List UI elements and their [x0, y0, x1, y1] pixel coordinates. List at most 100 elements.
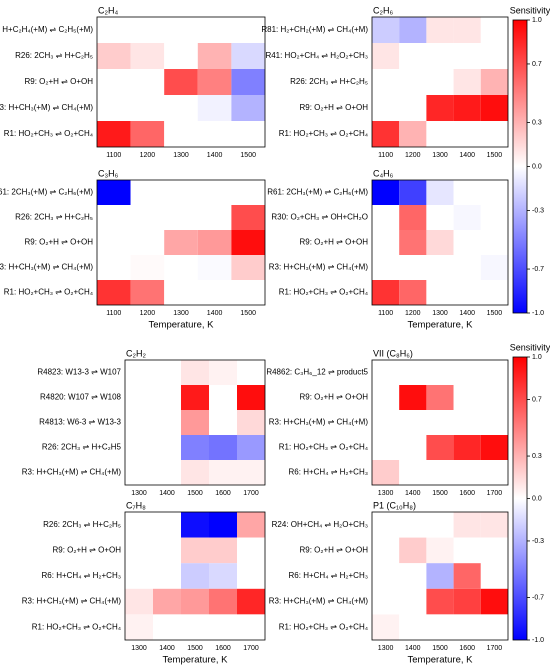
heat-cell [480, 69, 508, 95]
x-tick-label: 1600 [215, 645, 231, 652]
x-tick-label: 1400 [459, 310, 475, 317]
heat-cell [153, 588, 181, 615]
heat-cell [197, 43, 232, 69]
panel-frame [371, 511, 509, 641]
colorbar-tick-label: -0.7 [532, 594, 544, 601]
heat-cell [480, 121, 508, 147]
heat-cell [197, 95, 232, 121]
heat-cell [130, 43, 165, 69]
heat-cell [453, 563, 481, 589]
row-label: R61: 2CH₃(+M) ⇌ C₂H₆(+M) [0, 188, 93, 197]
heat-cell [237, 385, 265, 410]
heat-cell [426, 69, 454, 95]
row-label: R3: H+CH₃(+M) ⇌ CH₄(+M) [22, 597, 122, 606]
row-label: R1: HO₂+CH₃ ⇌ O₂+CH₄ [32, 622, 121, 631]
heat-cell [125, 385, 153, 410]
heat-cell [453, 385, 481, 410]
x-tick-label: 1100 [378, 152, 393, 159]
heat-cell [480, 512, 508, 538]
heat-cell [480, 537, 508, 564]
x-tick-label: 1600 [459, 645, 475, 652]
heat-cell [153, 410, 181, 435]
panel-title: C₄H₆ [373, 168, 394, 178]
heat-cell [453, 255, 481, 280]
panel-frame [96, 16, 266, 148]
heat-cell [164, 121, 198, 147]
colorbar-tick-label: 0.0 [532, 495, 542, 502]
row-label: R9: O₂+H ⇌ O+OH [300, 393, 369, 402]
heat-cell [97, 280, 131, 305]
heat-cell [453, 410, 481, 435]
heat-cell [453, 95, 481, 121]
x-tick-label: 1300 [432, 310, 448, 317]
row-label: R6: H+CH₄ ⇌ H₂+CH₃ [42, 571, 121, 580]
heat-cell [453, 69, 481, 95]
row-label: R26: 2CH₃ ⇌ H+C₂H₅ [15, 51, 93, 60]
heat-cell [153, 460, 181, 485]
heat-cell [231, 255, 265, 280]
heat-cell [426, 588, 454, 615]
x-tick-label: 1100 [106, 152, 121, 159]
panel-title: C₂H₄ [98, 5, 118, 15]
heat-cell [372, 588, 400, 615]
heat-cell [372, 537, 400, 564]
colorbar-tick-label: -1.0 [532, 310, 544, 317]
panel-title: C₃H₆ [98, 168, 119, 178]
heat-cell [237, 588, 265, 615]
row-label: R26: 2CH₃ ⇌ H+C₂H₅ [15, 213, 93, 222]
heat-cell [181, 460, 209, 485]
heat-cell [231, 43, 265, 69]
heat-cell [399, 563, 427, 589]
heat-cell [399, 180, 427, 205]
heat-cell [372, 460, 400, 485]
heat-cell [197, 69, 232, 95]
row-label: R24: OH+CH₄ ⇌ H₂O+CH₃ [272, 520, 368, 529]
row-label: R3: H+CH₃(+M) ⇌ CH₄(+M) [0, 263, 93, 272]
row-label: R4813: W6-3 ⇌ W13-3 [39, 418, 121, 427]
x-axis-label: Temperature, K [408, 655, 474, 666]
heat-cell [372, 43, 400, 69]
heat-cell [164, 205, 198, 230]
heat-cell [372, 410, 400, 435]
heat-cell [480, 95, 508, 121]
heat-cell [164, 230, 198, 255]
heat-cell [426, 205, 454, 230]
heat-cell [480, 614, 508, 640]
row-label: R3: H+CH₃(+M) ⇌ CH₄(+M) [22, 468, 122, 477]
x-tick-label: 1300 [378, 645, 394, 652]
x-tick-label: 1500 [432, 490, 448, 497]
heat-cell [480, 43, 508, 69]
heat-cell [231, 17, 265, 43]
heat-cell [97, 205, 131, 230]
heat-cell [97, 180, 131, 205]
heat-cell [480, 280, 508, 305]
heat-cell [231, 180, 265, 205]
heat-cell [453, 43, 481, 69]
heat-cell [97, 230, 131, 255]
heat-cell [237, 360, 265, 385]
heat-cell [237, 512, 265, 538]
heat-cell [399, 385, 427, 410]
heat-cell [453, 17, 481, 43]
heat-cell [197, 121, 232, 147]
x-axis-label: Temperature, K [163, 655, 229, 666]
row-label: R4823: W13-3 ⇌ W107 [37, 368, 121, 377]
x-axis-label: Temperature, K [408, 320, 474, 331]
heat-cell [399, 435, 427, 460]
heat-cell [453, 121, 481, 147]
x-tick-label: 1400 [207, 152, 223, 159]
heat-cell [125, 614, 153, 640]
heat-cell [372, 17, 400, 43]
heat-cell [153, 435, 181, 460]
heat-cell [399, 614, 427, 640]
x-tick-label: 1100 [106, 310, 121, 317]
heat-cell [164, 180, 198, 205]
colorbar-tick-label: 1.0 [532, 354, 542, 361]
heat-cell [164, 280, 198, 305]
heat-cell [453, 614, 481, 640]
heat-cell [372, 435, 400, 460]
row-label: R6: H+CH₄ ⇌ H₂+CH₃ [289, 571, 368, 580]
heat-cell [372, 360, 400, 385]
heat-cell [426, 255, 454, 280]
